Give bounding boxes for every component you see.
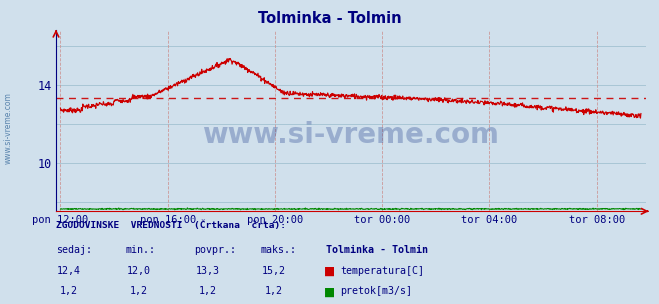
Text: 1,2: 1,2	[264, 286, 283, 296]
Text: min.:: min.:	[125, 245, 156, 255]
Text: temperatura[C]: temperatura[C]	[340, 266, 424, 276]
Text: maks.:: maks.:	[260, 245, 297, 255]
Text: Tolminka - Tolmin: Tolminka - Tolmin	[326, 245, 428, 255]
Text: 13,3: 13,3	[196, 266, 219, 276]
Text: 1,2: 1,2	[129, 286, 148, 296]
Text: ZGODOVINSKE  VREDNOSTI  (Črtkana  črta):: ZGODOVINSKE VREDNOSTI (Črtkana črta):	[56, 220, 286, 230]
Text: sedaj:: sedaj:	[56, 245, 92, 255]
Text: ■: ■	[324, 265, 335, 278]
Text: pretok[m3/s]: pretok[m3/s]	[340, 286, 412, 296]
Text: 1,2: 1,2	[60, 286, 78, 296]
Text: 1,2: 1,2	[198, 286, 217, 296]
Text: www.si-vreme.com: www.si-vreme.com	[3, 92, 13, 164]
Text: Tolminka - Tolmin: Tolminka - Tolmin	[258, 11, 401, 26]
Text: 15,2: 15,2	[262, 266, 285, 276]
Text: povpr.:: povpr.:	[194, 245, 237, 255]
Text: ■: ■	[324, 285, 335, 299]
Text: 12,0: 12,0	[127, 266, 150, 276]
Text: www.si-vreme.com: www.si-vreme.com	[202, 121, 500, 149]
Text: 12,4: 12,4	[57, 266, 81, 276]
